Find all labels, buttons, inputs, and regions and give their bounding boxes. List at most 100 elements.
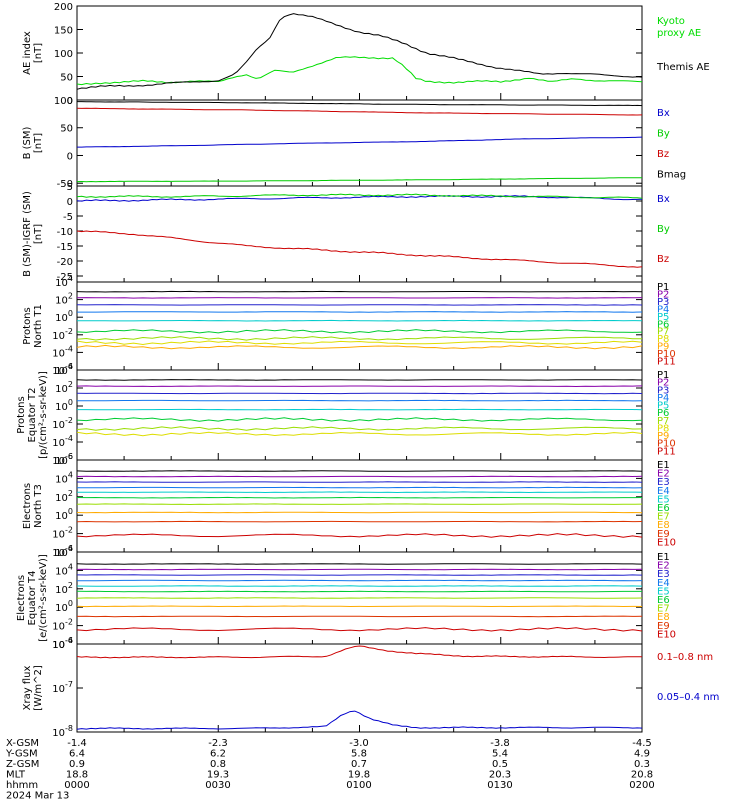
legend-entry: P6 bbox=[657, 408, 669, 419]
y-tick-label: 104 bbox=[55, 274, 73, 289]
footer-value: 0.5 bbox=[492, 759, 508, 770]
series-line-bx bbox=[76, 195, 643, 202]
y-axis-label: AE index[nT] bbox=[22, 31, 44, 75]
series-line-e1 bbox=[76, 563, 643, 565]
y-tick-label: 100 bbox=[55, 507, 73, 522]
y-tick-label: 10-6 bbox=[52, 636, 73, 651]
footer-value: 4.9 bbox=[634, 749, 650, 760]
legend-entry: E2 bbox=[657, 469, 670, 480]
series-line-e8 bbox=[76, 605, 643, 608]
legend-entry: E6 bbox=[657, 503, 670, 514]
legend-entry: E5 bbox=[657, 586, 670, 597]
series-line-p9 bbox=[76, 344, 643, 350]
footer-value: 6.2 bbox=[210, 749, 226, 760]
y-tick-label: 102 bbox=[55, 489, 73, 504]
legend-entry: E10 bbox=[657, 629, 676, 640]
footer-value: 0.7 bbox=[351, 759, 367, 770]
y-tick-label: 50 bbox=[60, 124, 73, 135]
legend-entry: P6 bbox=[657, 319, 669, 330]
footer-value: 20.8 bbox=[631, 770, 653, 781]
y-tick-label: 104 bbox=[55, 362, 73, 377]
y-tick-label: 102 bbox=[55, 292, 73, 307]
footer-row-label: MLT bbox=[6, 770, 26, 781]
series-line-p4 bbox=[77, 311, 643, 313]
legend-entry: E5 bbox=[657, 494, 670, 505]
legend-entry: P9 bbox=[657, 431, 669, 442]
series-line-e4 bbox=[77, 579, 643, 582]
series-line-p8 bbox=[76, 340, 643, 346]
legend-entry: Bz bbox=[657, 149, 669, 160]
y-axis-label: ProtonsEquator T2[p/(cm²-s-sr-keV)] bbox=[16, 371, 49, 459]
panel-electrons_equator: 10-4 10-2 100 102 104 106 ElectronsEquator T4[… bbox=[16, 544, 676, 651]
series-line-0-1-0-8-nm bbox=[76, 645, 642, 659]
footer-value: 5.4 bbox=[492, 749, 508, 760]
footer-row-label: X-GSM bbox=[6, 738, 39, 749]
legend-entry: E2 bbox=[657, 561, 670, 572]
y-tick-label: -25 bbox=[57, 272, 73, 283]
y-tick-label: 10-4 bbox=[52, 636, 73, 651]
series-line-p1 bbox=[76, 379, 643, 381]
series-line-p3 bbox=[76, 304, 643, 306]
series-line-kyoto-proxy-ae bbox=[76, 56, 643, 86]
footer-value: 0.8 bbox=[210, 759, 226, 770]
series-line-e7 bbox=[76, 597, 643, 599]
series-line-p5 bbox=[77, 408, 643, 411]
legend-entry: P11 bbox=[657, 357, 676, 368]
legend-entry: P4 bbox=[657, 304, 669, 315]
series-line-p2 bbox=[76, 297, 643, 299]
footer-value: 0030 bbox=[205, 780, 230, 791]
y-tick-label: 10-6 bbox=[52, 452, 73, 467]
legend-entry: P2 bbox=[657, 289, 669, 300]
y-tick-label: 102 bbox=[55, 581, 73, 596]
y-tick-label: 150 bbox=[54, 26, 73, 37]
panel-protons_equator: 10-6 10-4 10-2 100 102 104 ProtonsEquator T2[p… bbox=[16, 362, 676, 467]
legend-kyoto: proxy AE bbox=[657, 28, 701, 39]
y-tick-label: 104 bbox=[55, 562, 73, 577]
legend-entry: Bx bbox=[657, 108, 670, 119]
legend-entry: E10 bbox=[657, 537, 676, 548]
footer-date: 2024 Mar 13 bbox=[6, 791, 69, 800]
series-line-p5 bbox=[77, 319, 643, 322]
footer-value: -1.4 bbox=[67, 738, 87, 749]
legend-entry: P9 bbox=[657, 342, 669, 353]
footer-value: 0130 bbox=[487, 780, 512, 791]
series-line-e2 bbox=[76, 568, 643, 571]
series-line-e5 bbox=[77, 491, 643, 494]
panel-frame bbox=[76, 459, 643, 553]
y-tick-label: 10-7 bbox=[52, 680, 73, 695]
series-line-p7 bbox=[76, 426, 643, 431]
series-line-p2 bbox=[76, 385, 643, 388]
y-tick-label: -20 bbox=[57, 257, 73, 268]
footer-value: 18.8 bbox=[66, 770, 88, 781]
legend-entry: E4 bbox=[657, 486, 670, 497]
footer-row-label: Y-GSM bbox=[5, 749, 38, 760]
legend-entry: P10 bbox=[657, 349, 676, 360]
legend-entry: P7 bbox=[657, 327, 669, 338]
series-line-e4 bbox=[76, 486, 643, 489]
legend-entry: P1 bbox=[657, 282, 669, 293]
legend-entry: By bbox=[657, 224, 670, 235]
footer-value: 19.3 bbox=[207, 770, 229, 781]
series-line-e6 bbox=[76, 590, 642, 593]
y-tick-label: 50 bbox=[60, 73, 73, 84]
footer-value: 0.3 bbox=[634, 759, 650, 770]
y-axis-label: B (SM)[nT] bbox=[22, 126, 44, 159]
series-line-e9 bbox=[76, 520, 643, 523]
legend-entry: P8 bbox=[657, 334, 669, 345]
legend-entry: E7 bbox=[657, 512, 670, 523]
y-tick-label: 100 bbox=[55, 309, 73, 324]
y-tick-label: 10-2 bbox=[52, 618, 73, 633]
series-line-e6 bbox=[76, 496, 643, 499]
series-line-p1 bbox=[76, 290, 643, 293]
legend-entry: E1 bbox=[657, 460, 670, 471]
y-tick-label: 102 bbox=[55, 380, 73, 395]
y-tick-label: -15 bbox=[57, 242, 73, 253]
y-tick-label: 100 bbox=[55, 599, 73, 614]
legend-entry: E7 bbox=[657, 604, 670, 615]
y-axis-label: ProtonsNorth T1 bbox=[22, 304, 44, 348]
y-tick-label: 104 bbox=[55, 470, 73, 485]
y-tick-label: 10-8 bbox=[52, 724, 73, 739]
